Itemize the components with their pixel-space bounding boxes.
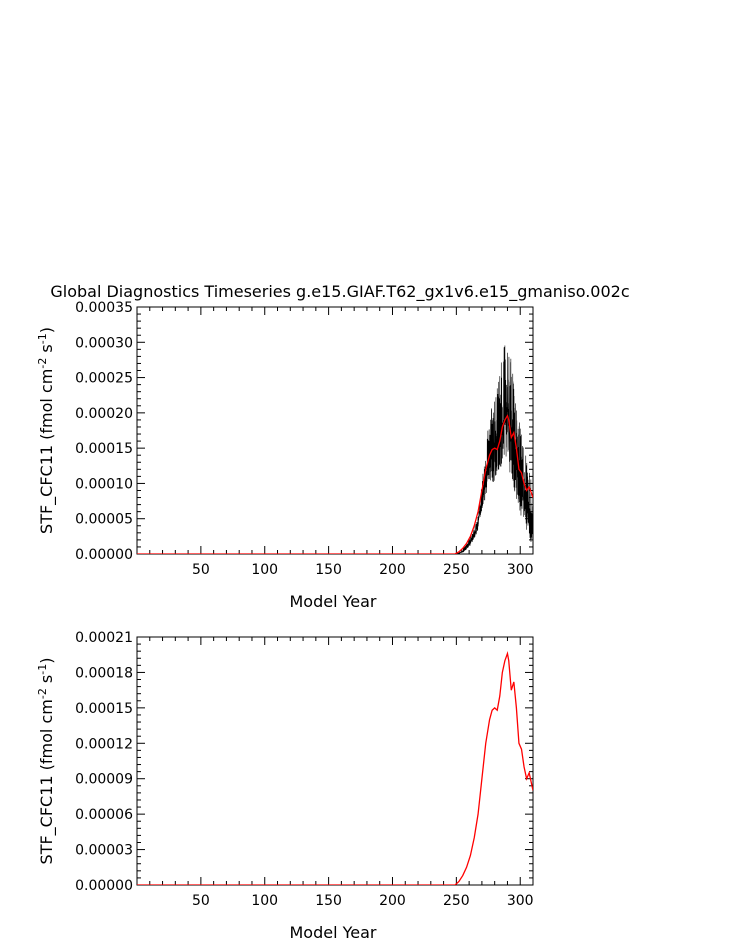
x-tick-label: 200	[379, 562, 406, 578]
series-annual-line	[137, 414, 533, 554]
x-tick-label: 100	[251, 562, 278, 578]
x-tick-label: 150	[315, 562, 342, 578]
panel-2: 50 100 150 200 250 300 0.00000 0.00003 0.00006 0.…	[36, 630, 534, 942]
y-tick-label: 0.00006	[75, 807, 133, 823]
plot-area	[137, 345, 533, 554]
plot-frame	[136, 306, 534, 555]
x-axis-label: Model Year	[290, 923, 377, 942]
y-tick-label: 0.00020	[75, 406, 133, 422]
x-tick-label: 300	[507, 893, 534, 909]
x-axis-label: Model Year	[290, 592, 377, 611]
y-tick-label: 0.00015	[75, 701, 133, 717]
y-tick-label: 0.00000	[75, 547, 133, 563]
y-tick-label: 0.00010	[75, 476, 133, 492]
panel-1: 50 100 150 200 250 300 0.00000 0.00005 0.00010 0.…	[36, 300, 534, 611]
y-axis-label: STF_CFC11 (fmol cm-2 s-1)	[36, 658, 57, 865]
y-tick-label: 0.00018	[75, 665, 133, 681]
x-tick-label: 50	[192, 893, 210, 909]
x-tick-label: 250	[443, 893, 470, 909]
y-tick-label: 0.00003	[75, 843, 133, 859]
y-tick-label: 0.00012	[75, 736, 133, 752]
x-tick-label: 150	[315, 893, 342, 909]
y-tick-label: 0.00030	[75, 335, 133, 351]
y-tick-label: 0.00025	[75, 371, 133, 387]
plot-frame	[136, 636, 534, 886]
x-tick-label: 300	[507, 562, 534, 578]
x-tick-label: 250	[443, 562, 470, 578]
y-tick-label: 0.00000	[75, 878, 133, 894]
plot-area	[137, 651, 533, 885]
y-tick-label: 0.00005	[75, 512, 133, 528]
y-tick-label: 0.00035	[75, 300, 133, 316]
y-tick-label: 0.00015	[75, 441, 133, 457]
x-tick-label: 50	[192, 562, 210, 578]
series-monthly-line	[137, 345, 533, 554]
y-axis-label: STF_CFC11 (fmol cm-2 s-1)	[36, 327, 57, 534]
figure-title: Global Diagnostics Timeseries g.e15.GIAF…	[50, 282, 629, 302]
series-annual-line	[137, 651, 533, 885]
y-tick-label: 0.00021	[75, 630, 133, 646]
x-tick-label: 200	[379, 893, 406, 909]
x-tick-label: 100	[251, 893, 278, 909]
y-tick-label: 0.00009	[75, 772, 133, 788]
